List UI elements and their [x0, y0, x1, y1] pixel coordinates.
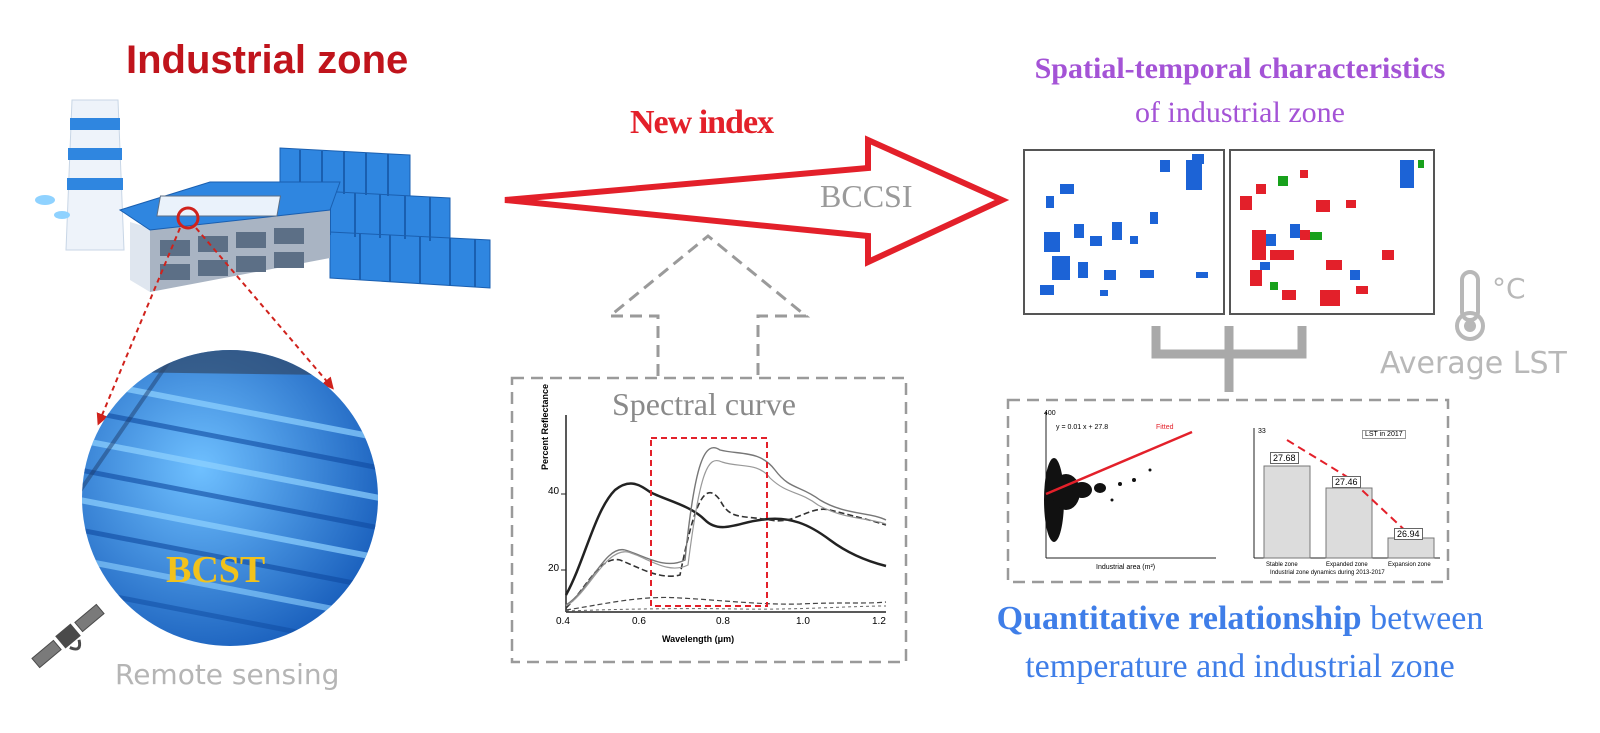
- spatial-title-line2: of industrial zone: [1135, 96, 1345, 129]
- spectral-ytick-20: 20: [548, 563, 560, 574]
- spectral-ylabel: Percent Reflectance: [540, 383, 550, 470]
- spectral-xtick: 1.0: [796, 616, 810, 627]
- bar-category: Expansion zone: [1388, 562, 1431, 568]
- spatial-map-right: [1229, 149, 1435, 315]
- zoom-line-left: [96, 227, 181, 426]
- new-index-label: New index: [630, 104, 774, 141]
- spectral-up-arrow: [605, 234, 811, 376]
- factory-illustration: [35, 99, 491, 292]
- scatter-legend: Fitted: [1156, 424, 1174, 431]
- spatial-map-left: [1023, 149, 1225, 315]
- quantitative-title-line2: temperature and industrial zone: [1025, 648, 1455, 685]
- scatter-equation: y = 0.01 x + 27.8: [1056, 424, 1109, 431]
- factory-building-icon: [118, 181, 341, 292]
- quantitative-bold: Quantitative relationship: [996, 600, 1362, 637]
- spectral-curve-label: Spectral curve: [612, 386, 796, 422]
- spectral-xtick: 1.2: [872, 616, 886, 627]
- spectral-xtick: 0.4: [556, 616, 570, 627]
- roof-closeup-circle: [82, 350, 378, 646]
- cooling-tower-icon: [35, 99, 125, 251]
- bar-ytick: 33: [1258, 428, 1266, 435]
- bar-value-label: 26.94: [1394, 528, 1423, 540]
- new-index-arrow: [504, 135, 1010, 267]
- scatter-points: [1044, 458, 1152, 542]
- bar-xlabel: Industrial zone dynamics during 2013-201…: [1270, 570, 1385, 576]
- bcst-label: BCST: [166, 549, 266, 591]
- average-lst-label: Average LST: [1380, 346, 1567, 381]
- quantitative-title-line1: Quantitative relationship between: [960, 600, 1520, 638]
- remote-sensing-label: Remote sensing: [115, 658, 340, 691]
- zoom-line-right: [195, 227, 334, 390]
- celsius-label: °C: [1492, 272, 1526, 305]
- spectral-xlabel: Wavelength (μm): [662, 634, 735, 644]
- bccsi-label: BCCSI: [820, 178, 913, 214]
- thermometer-icon: [1455, 270, 1485, 341]
- spectral-ytick-40: 40: [548, 486, 560, 497]
- spatial-title-line1: Spatial-temporal characteristics: [1034, 52, 1446, 85]
- scatter-ytick: 400: [1044, 410, 1056, 417]
- bar-value-label: 27.46: [1332, 476, 1361, 488]
- spectral-xtick: 0.8: [716, 616, 730, 627]
- bar-legend: LST in 2017: [1362, 430, 1406, 439]
- bar-value-label: 27.68: [1270, 452, 1299, 464]
- scatter-xlabel: Industrial area (m²): [1096, 564, 1156, 571]
- spectral-curve-panel: [510, 376, 908, 664]
- merge-bracket: [1151, 326, 1307, 392]
- satellite-icon: [31, 603, 105, 669]
- industrial-zone-title: Industrial zone: [126, 38, 409, 82]
- quantitative-rest: between: [1361, 600, 1484, 637]
- bar-category: Stable zone: [1266, 562, 1298, 568]
- bar-category: Expanded zone: [1326, 562, 1368, 568]
- spectral-xtick: 0.6: [632, 616, 646, 627]
